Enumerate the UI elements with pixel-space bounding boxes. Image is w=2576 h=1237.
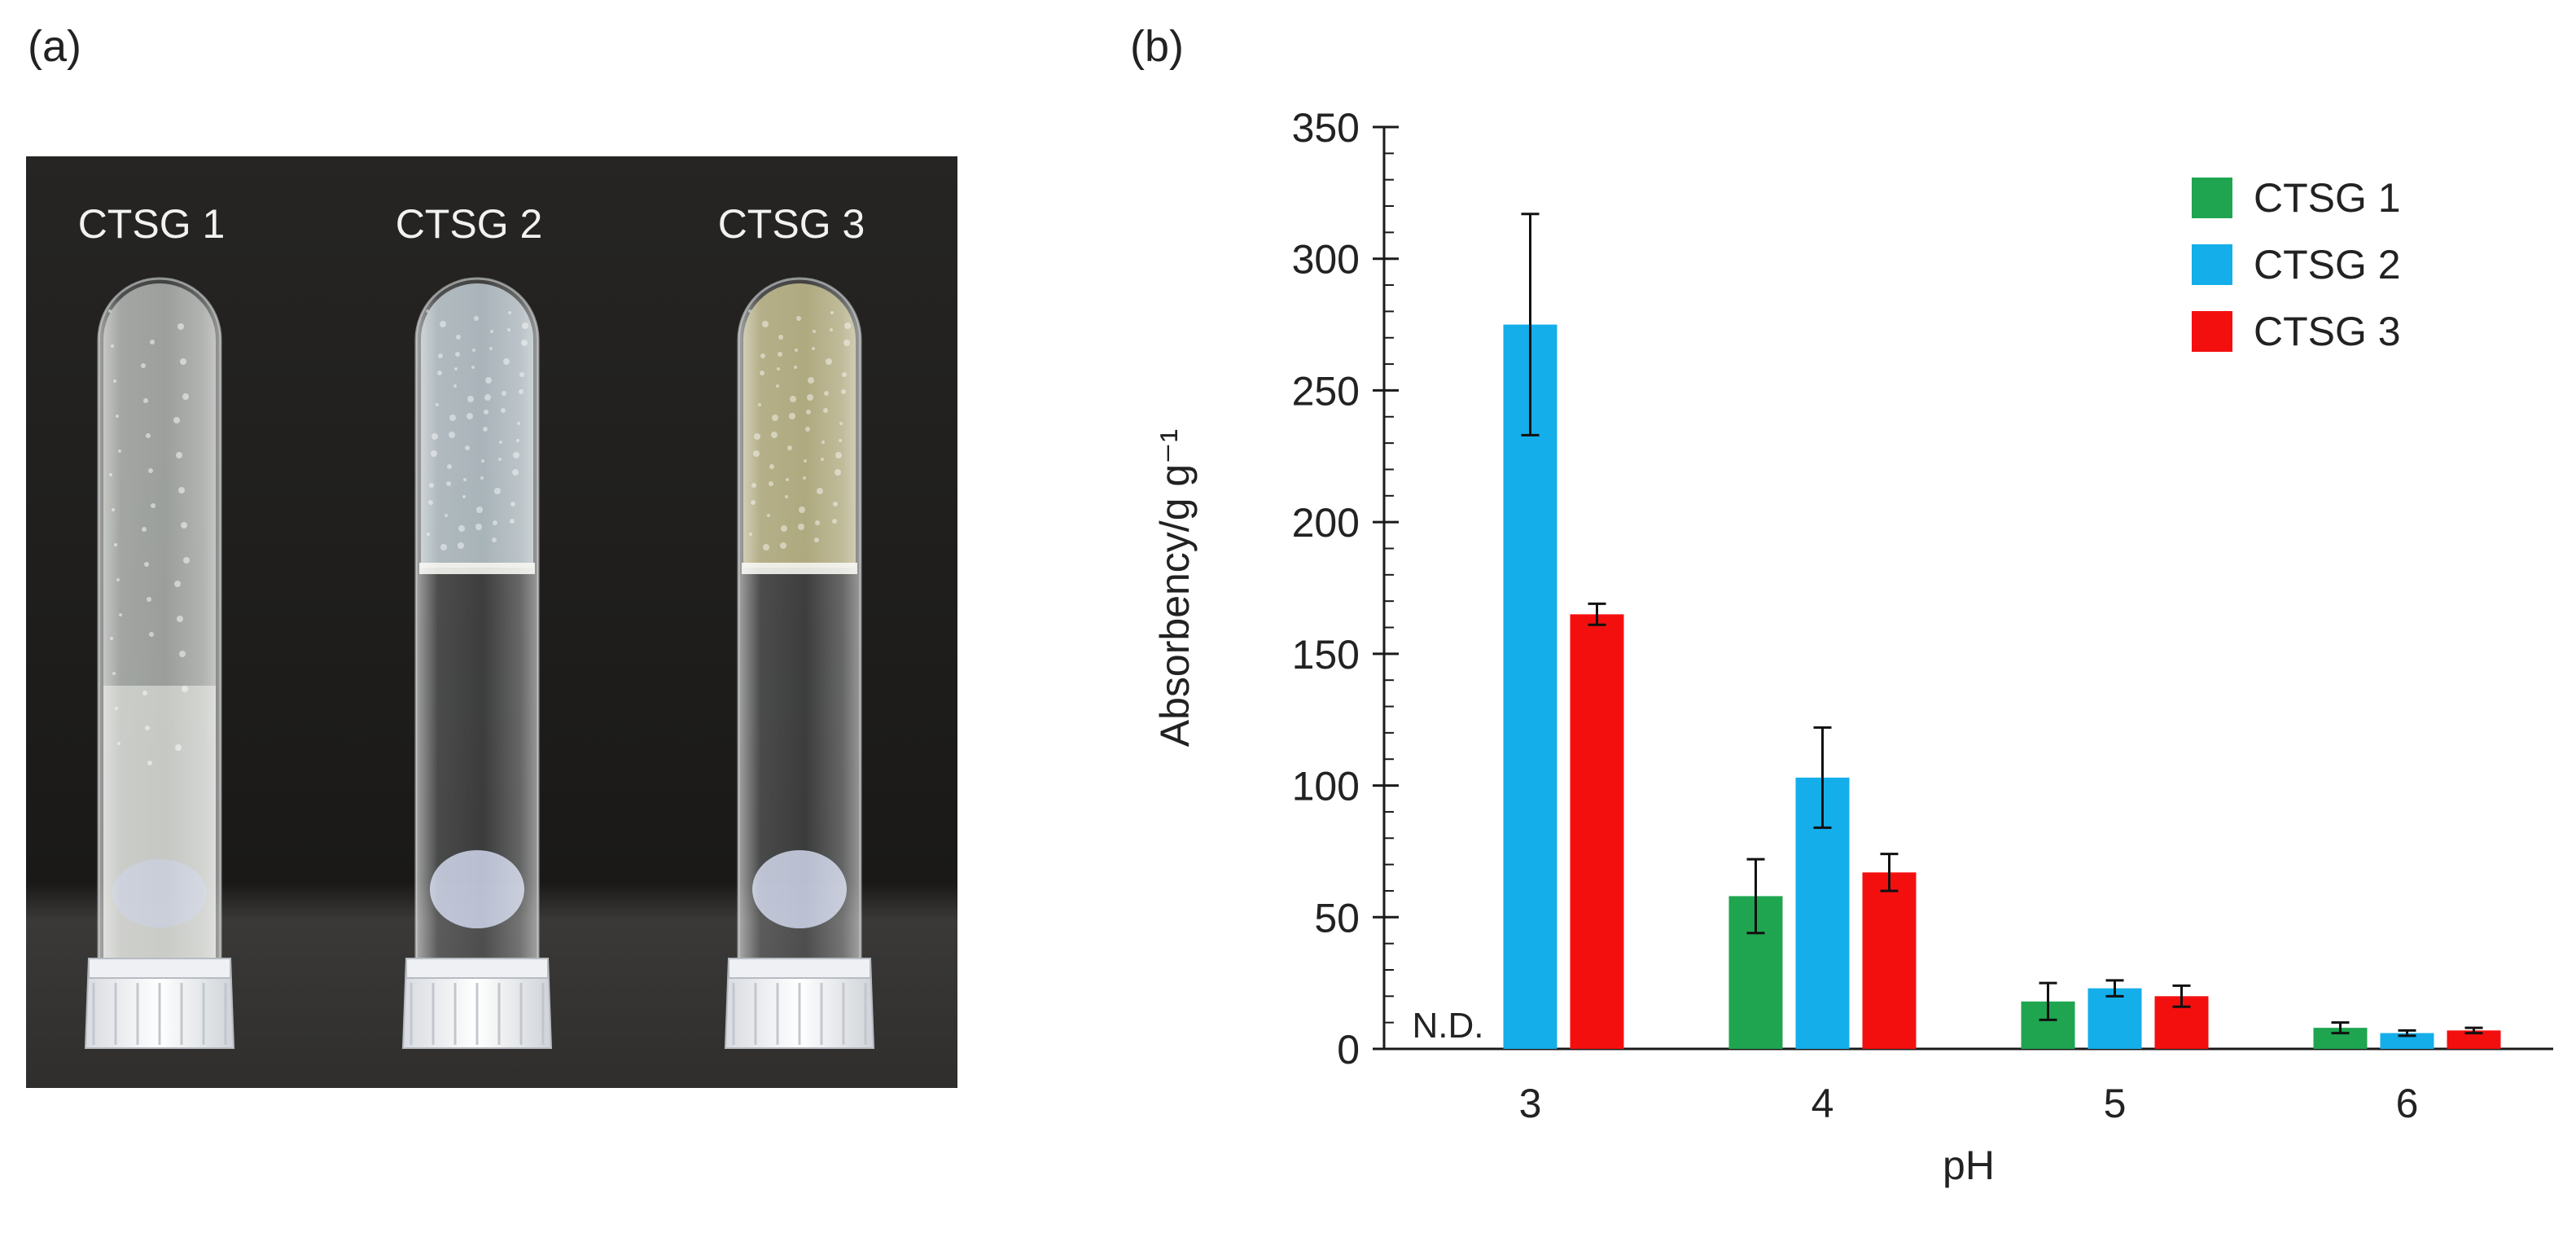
error-bar [2331,1021,2350,1035]
panel-label-a: (a) [28,22,81,71]
bar [2088,988,2142,1049]
error-bar [1813,726,1832,829]
y-tick-label: 100 [1292,764,1360,809]
legend-entry: CTSG 1 [2192,175,2401,221]
tube-label: CTSG 1 [78,201,226,247]
bar [2447,1030,2501,1049]
panel-label-b: (b) [1130,22,1184,71]
photo-panel: CTSG 1 CTSG 2 CTSG 3 [26,156,957,1088]
y-tick-label: 300 [1292,237,1360,283]
legend-entry: CTSG 2 [2192,242,2401,287]
x-tick-label: 3 [1519,1081,1542,1126]
x-tick-label: 4 [1812,1081,1834,1126]
test-tube: CTSG 2 [396,201,553,1049]
legend-swatch [2192,178,2232,218]
photo-image: CTSG 1 CTSG 2 CTSG 3 [26,156,957,1088]
error-bar [1588,602,1606,626]
y-tick-label: 0 [1337,1027,1360,1073]
bar [2380,1033,2434,1049]
not-detected-label: N.D. [1413,1006,1484,1046]
bar [1570,614,1624,1049]
x-tick-label: 5 [2104,1081,2127,1126]
error-bar [2398,1029,2416,1037]
error-bar [2172,984,2191,1008]
y-tick-label: 250 [1292,368,1360,414]
bar [1503,324,1557,1050]
bar [1862,872,1917,1049]
test-tube: CTSG 1 [78,201,235,1049]
error-bar [1746,858,1765,935]
legend-swatch [2192,244,2232,285]
x-axis-label: pH [1943,1143,1995,1188]
legend-label: CTSG 1 [2254,175,2401,221]
x-tick-label: 6 [2396,1081,2419,1126]
y-tick-label: 150 [1292,632,1360,678]
y-tick-label: 50 [1314,895,1360,941]
error-bar [2039,981,2057,1021]
chart-panel: 0 50 100 150 200 250 300 350 Absorbency/g g⁻¹ pH … [1124,90,2576,1237]
error-bar [1521,213,1540,436]
y-axis-label: Absorbency/g g⁻¹ [1152,429,1198,747]
y-tick-label: 350 [1292,105,1360,151]
tube-label: CTSG 2 [396,201,543,247]
legend-swatch [2192,311,2232,352]
error-bar [2105,979,2124,998]
legend-label: CTSG 3 [2254,309,2401,354]
y-tick-label: 200 [1292,500,1360,546]
error-bar [2464,1026,2483,1035]
test-tube: CTSG 3 [718,201,875,1049]
tube-label: CTSG 3 [718,201,865,247]
legend-label: CTSG 2 [2254,242,2401,287]
error-bar [1880,853,1899,893]
legend-entry: CTSG 3 [2192,309,2401,354]
